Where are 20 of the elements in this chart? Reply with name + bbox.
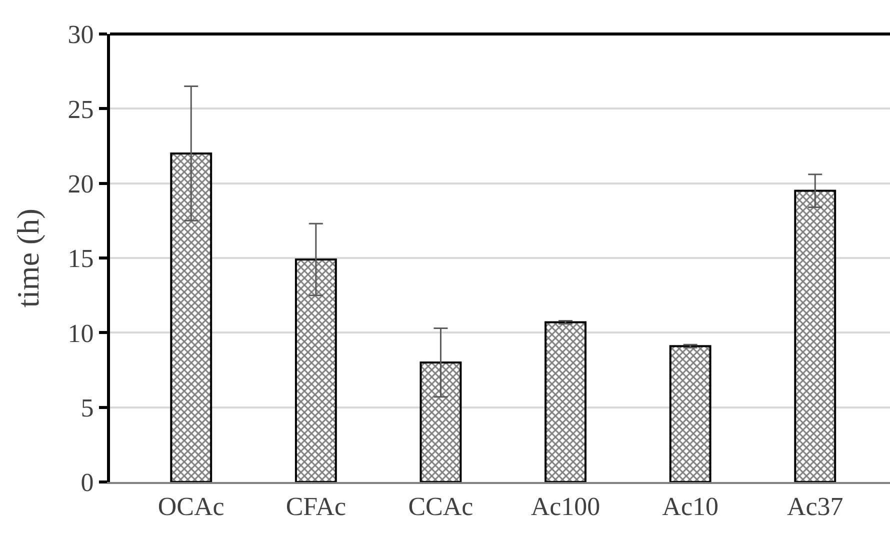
x-tick-label: CFAc — [286, 492, 346, 522]
x-tick-label: CCAc — [408, 492, 474, 522]
y-tick-label: 10 — [68, 318, 94, 348]
bar — [794, 190, 836, 482]
x-tick-label: Ac37 — [786, 492, 844, 522]
x-tick-label: Ac100 — [530, 492, 600, 522]
bar — [669, 345, 712, 482]
bar — [544, 321, 586, 482]
y-tick-label: 5 — [80, 393, 94, 422]
x-tick-label: Ac10 — [662, 492, 718, 522]
y-tick-label: 25 — [68, 94, 94, 124]
y-tick-label: 30 — [68, 20, 94, 50]
y-tick-label: 15 — [68, 244, 94, 274]
x-tick-label: OCAc — [158, 492, 224, 522]
y-tick-label: 0 — [80, 468, 94, 498]
y-tick-label: 20 — [68, 169, 94, 198]
bar — [170, 152, 212, 482]
y-axis-title: time (h) — [10, 208, 46, 308]
bar — [420, 362, 462, 482]
bar — [294, 258, 337, 482]
